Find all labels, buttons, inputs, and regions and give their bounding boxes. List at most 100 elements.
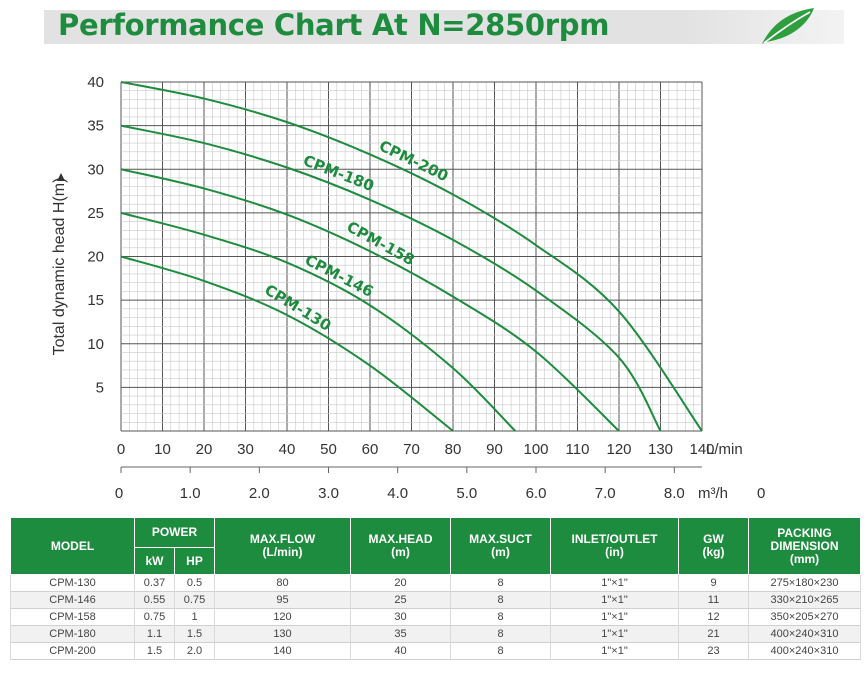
cell-hp: 2.0 (174, 642, 215, 660)
x-tick-label: 90 (486, 441, 503, 458)
x-tick-label: 20 (196, 441, 213, 458)
y-axis-arrow-icon (57, 173, 65, 181)
header-model: MODEL (10, 517, 135, 575)
x-tick-label: 70 (403, 441, 420, 458)
cell-max-flow: 130 (214, 625, 351, 643)
cell-max-head: 30 (350, 608, 451, 626)
page-title: Performance Chart At N=2850rpm (58, 8, 610, 42)
m3h-tick-label: 3.0 (318, 485, 339, 502)
m3h-tick-label: 7.0 (595, 485, 616, 502)
curve-label-cpm-146: CPM-146 (302, 251, 376, 301)
m3h-tick-label: 1.0 (180, 485, 201, 502)
x-tick-label: 30 (237, 441, 254, 458)
y-tick-label: 40 (87, 74, 104, 91)
table-row: CPM-130 0.37 0.5 80 20 8 1"×1" 9 275×180×230 (10, 574, 861, 592)
y-axis-label: Total dynamic head H(m) (51, 178, 68, 356)
x-tick-label: 10 (154, 441, 171, 458)
table-row: CPM-146 0.55 0.75 95 25 8 1"×1" 11 330×210×265 (10, 591, 861, 609)
m3h-tick-label: 6.0 (526, 485, 547, 502)
curve-cpm-200 (120, 81, 703, 432)
header-gw: GW (kg) (678, 517, 749, 575)
header-kw: kW (134, 547, 175, 575)
cell-gw: 11 (678, 591, 749, 609)
cell-kw: 0.55 (134, 591, 175, 609)
m3h-tick-label: 5.0 (456, 485, 477, 502)
header-max-suct: MAX.SUCT (m) (450, 517, 551, 575)
y-tick-label: 35 (87, 118, 104, 135)
cell-packing: 275×180×230 (748, 574, 861, 592)
cell-max-head: 40 (350, 642, 451, 660)
m3h-tick-label: 0 (115, 485, 123, 502)
m3h-tick-label: 2.0 (249, 485, 270, 502)
x-tick-label: 60 (362, 441, 379, 458)
table-row: CPM-158 0.75 1 120 30 8 1"×1" 12 350×205×270 (10, 608, 861, 626)
m3h-trailing-label: 0 (757, 485, 765, 502)
performance-chart: 5 10 15 20 25 30 35 40 Total dynamic head H(m) 0 1… (51, 74, 765, 502)
cell-hp: 1 (174, 608, 215, 626)
cell-packing: 400×240×310 (748, 625, 861, 643)
cell-gw: 23 (678, 642, 749, 660)
cell-max-suct: 8 (450, 642, 551, 660)
cell-max-suct: 8 (450, 574, 551, 592)
cell-gw: 12 (678, 608, 749, 626)
cell-packing: 330×210×265 (748, 591, 861, 609)
header-hp: HP (174, 547, 215, 575)
cell-kw: 0.75 (134, 608, 175, 626)
cell-kw: 1.1 (134, 625, 175, 643)
y-tick-label: 25 (87, 205, 104, 222)
cell-max-head: 35 (350, 625, 451, 643)
x-tick-label: 0 (117, 441, 125, 458)
x-tick-label: 120 (606, 441, 631, 458)
m3h-tick-label: 4.0 (387, 485, 408, 502)
header-inlet-outlet: INLET/OUTLET (in) (550, 517, 679, 575)
cell-max-suct: 8 (450, 591, 551, 609)
cell-model: CPM-158 (10, 608, 135, 626)
cell-inlet-outlet: 1"×1" (550, 591, 679, 609)
table-row: CPM-180 1.1 1.5 130 35 8 1"×1" 21 400×240×310 (10, 625, 861, 643)
cell-inlet-outlet: 1"×1" (550, 608, 679, 626)
header-packing: PACKING DIMENSION (mm) (748, 517, 861, 575)
cell-kw: 0.37 (134, 574, 175, 592)
cell-max-flow: 80 (214, 574, 351, 592)
cell-model: CPM-130 (10, 574, 135, 592)
header-max-head: MAX.HEAD (m) (350, 517, 451, 575)
cell-kw: 1.5 (134, 642, 175, 660)
spec-table: MODEL POWER MAX.FLOW (L/min) MAX.HEAD (m) … (10, 517, 861, 660)
cell-max-flow: 95 (214, 591, 351, 609)
leaf-logo-icon (762, 8, 814, 44)
header-max-flow: MAX.FLOW (L/min) (214, 517, 351, 575)
y-tick-label: 20 (87, 249, 104, 266)
cell-max-suct: 8 (450, 608, 551, 626)
cell-hp: 0.5 (174, 574, 215, 592)
cell-max-head: 25 (350, 591, 451, 609)
cell-max-suct: 8 (450, 625, 551, 643)
y-tick-label: 5 (96, 379, 104, 396)
header-power: POWER (134, 517, 215, 548)
x-tick-label: 110 (566, 441, 590, 458)
cell-packing: 400×240×310 (748, 642, 861, 660)
cell-max-head: 20 (350, 574, 451, 592)
m3h-tick-label: 8.0 (664, 485, 685, 502)
x-tick-label: 100 (523, 441, 548, 458)
cell-hp: 0.75 (174, 591, 215, 609)
cell-gw: 21 (678, 625, 749, 643)
y-tick-label: 15 (87, 292, 104, 309)
title-banner (44, 10, 844, 44)
cell-model: CPM-180 (10, 625, 135, 643)
x-unit-m3h: m³/h (698, 485, 728, 502)
cell-inlet-outlet: 1"×1" (550, 625, 679, 643)
y-tick-label: 10 (87, 336, 104, 353)
x-tick-label: 140 (689, 441, 714, 458)
cell-max-flow: 120 (214, 608, 351, 626)
cell-max-flow: 140 (214, 642, 351, 660)
cell-model: CPM-200 (10, 642, 135, 660)
y-tick-label: 30 (87, 161, 104, 178)
cell-model: CPM-146 (10, 591, 135, 609)
x-tick-label: 130 (648, 441, 673, 458)
x-tick-label: 50 (320, 441, 337, 458)
x-unit-lmin: L/min (706, 441, 743, 458)
cell-inlet-outlet: 1"×1" (550, 642, 679, 660)
table-row: CPM-200 1.5 2.0 140 40 8 1"×1" 23 400×240×310 (10, 642, 861, 660)
curve-cpm-130 (120, 255, 454, 432)
curve-cpm-180 (120, 124, 662, 432)
